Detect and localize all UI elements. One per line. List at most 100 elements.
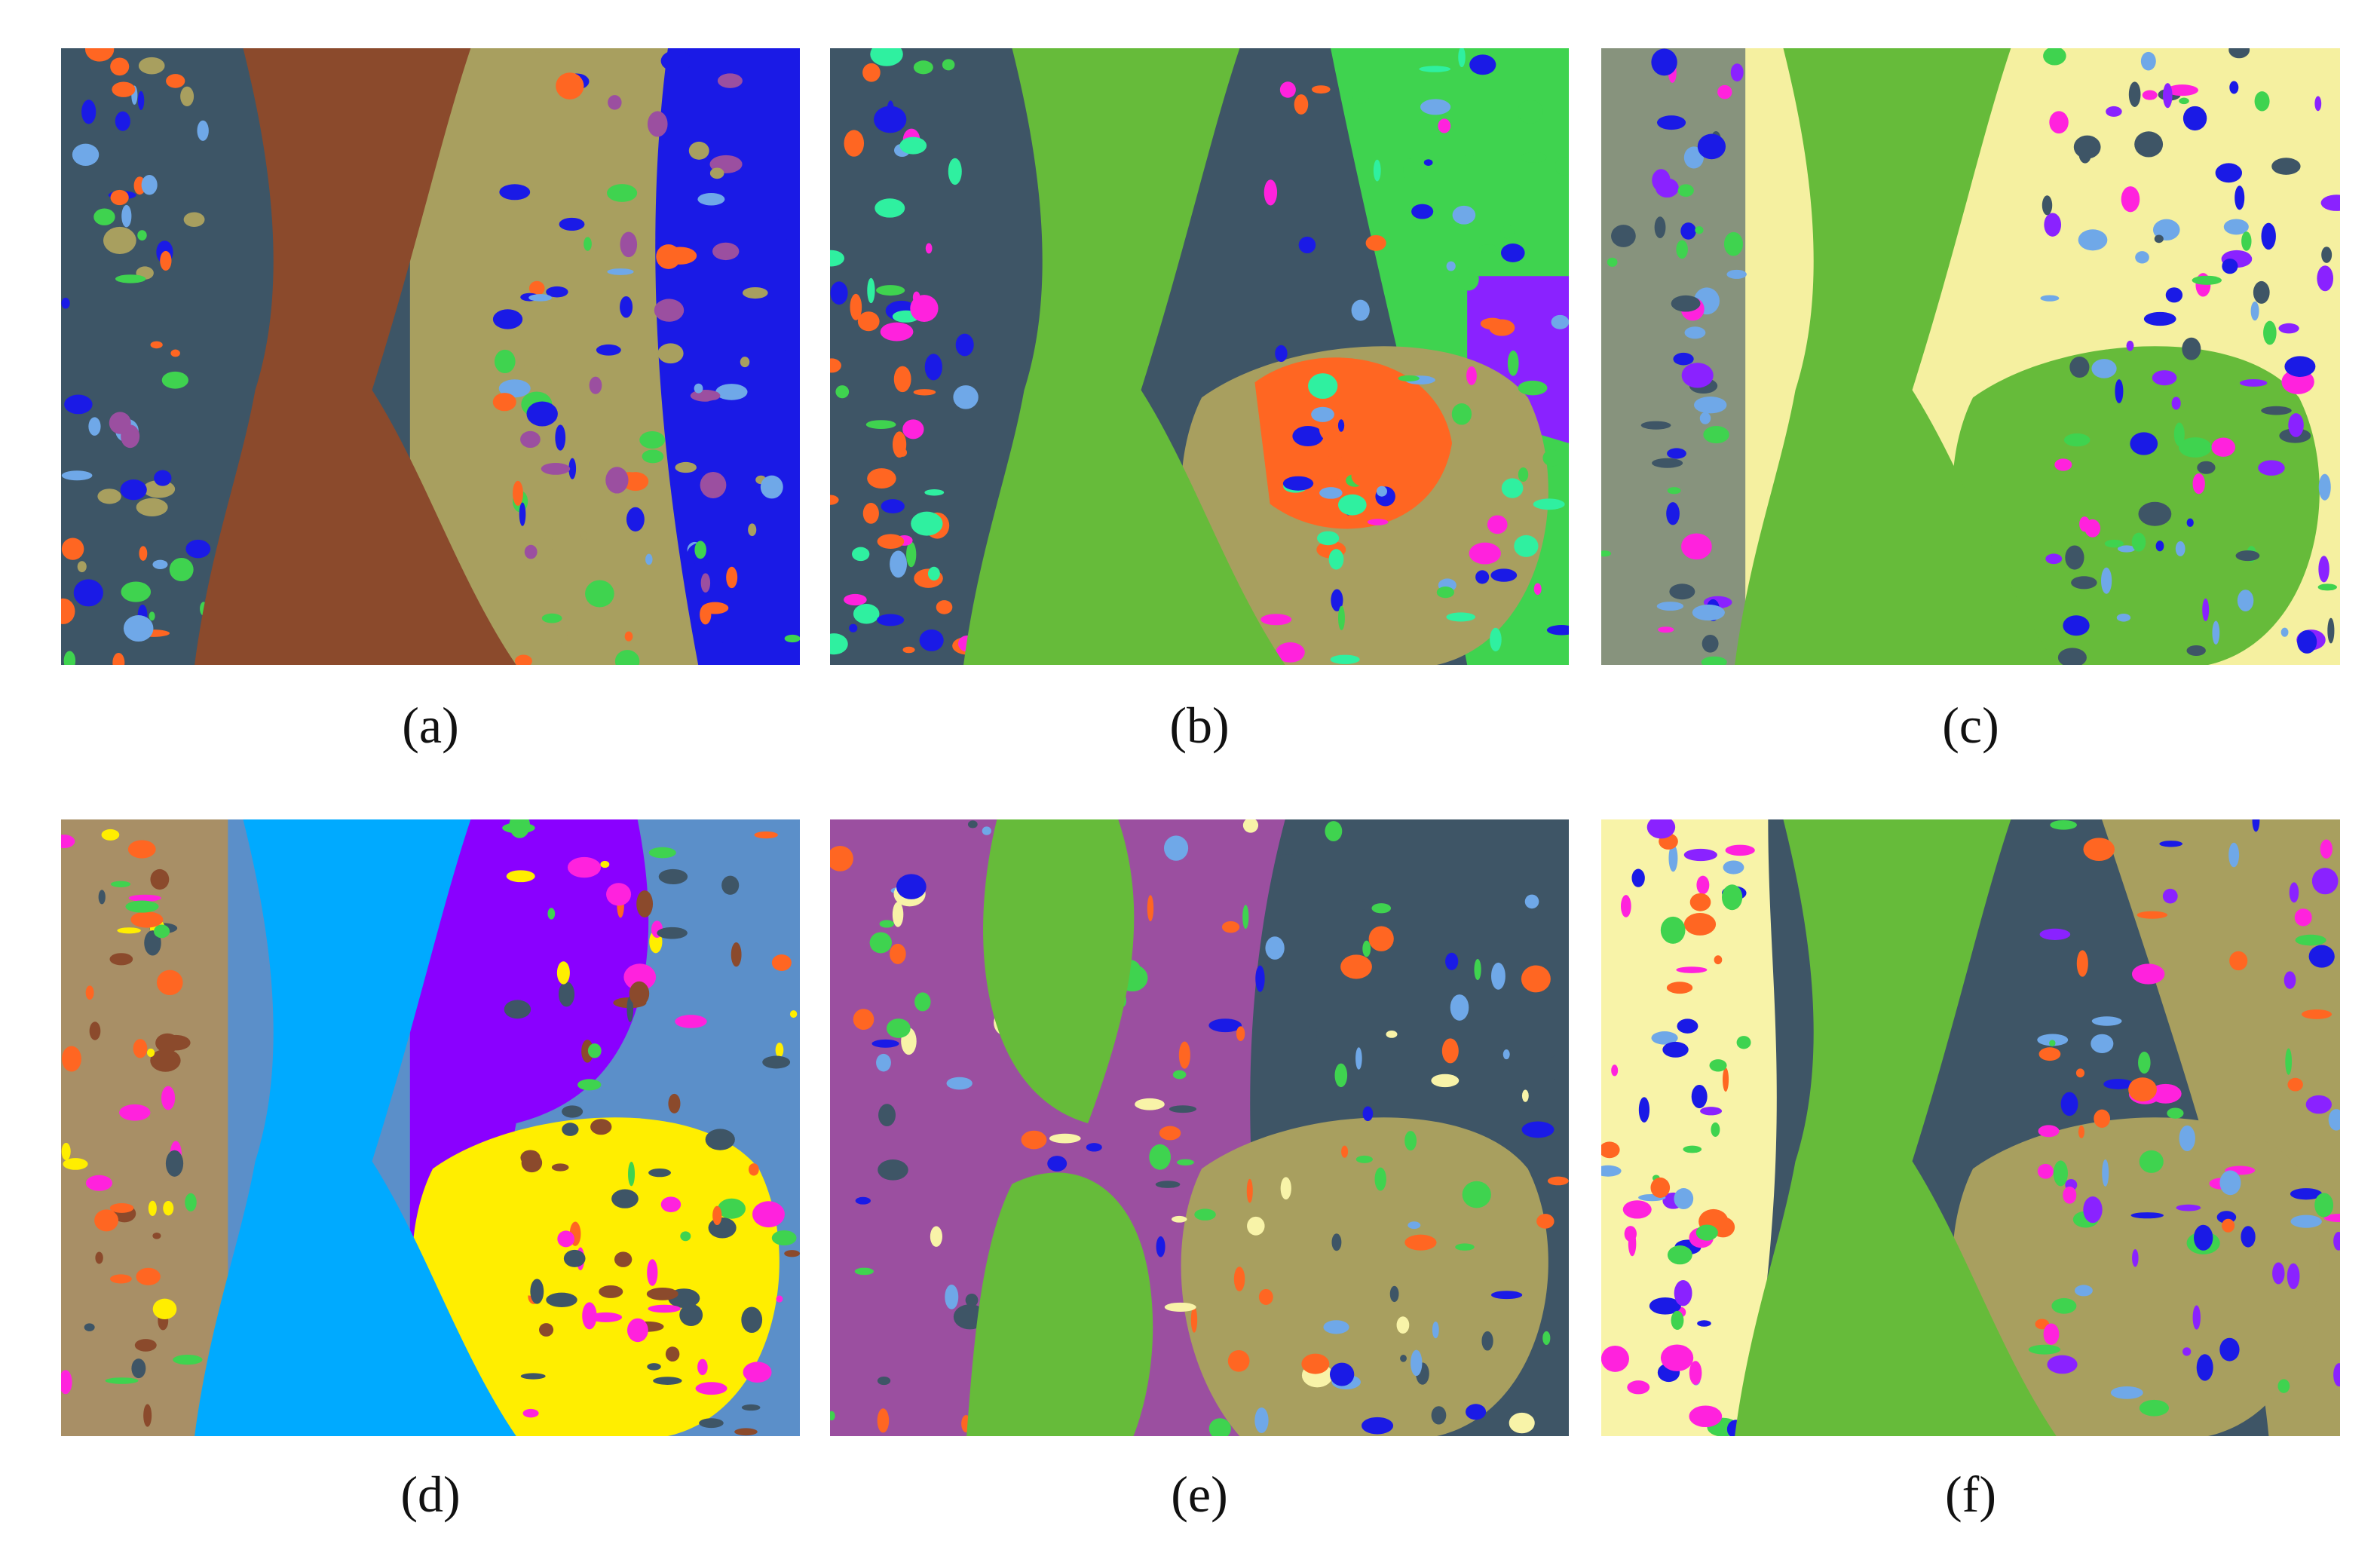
speckle — [589, 376, 602, 394]
speckle — [648, 1304, 681, 1313]
segmentation-map — [830, 819, 1569, 1436]
speckle — [784, 634, 800, 643]
speckle — [1208, 1018, 1242, 1033]
speckle — [2333, 1231, 2340, 1251]
speckle — [1536, 1214, 1555, 1229]
speckle — [1723, 231, 1744, 256]
speckle — [73, 579, 103, 607]
speckle — [2045, 553, 2063, 565]
speckle — [675, 461, 697, 473]
speckle — [1656, 602, 1684, 611]
speckle — [647, 1363, 661, 1371]
speckle — [1651, 48, 1677, 76]
speckle — [112, 81, 136, 97]
speckle — [1631, 868, 1645, 887]
speckle — [1662, 1041, 1689, 1058]
speckle — [1521, 152, 1547, 163]
speckle — [906, 541, 917, 568]
speckle — [1725, 844, 1755, 856]
speckle — [1432, 1321, 1439, 1339]
speckle — [121, 204, 132, 228]
speckle — [2104, 539, 2124, 548]
speckle — [1341, 1145, 1349, 1158]
speckle — [697, 192, 725, 206]
speckle — [2038, 1125, 2060, 1138]
speckle — [2102, 1159, 2109, 1187]
speckle — [1246, 1178, 1253, 1203]
speckle — [945, 1285, 959, 1309]
speckle — [2103, 1079, 2133, 1089]
lake — [966, 1172, 1153, 1436]
speckle — [98, 890, 106, 905]
speckle — [110, 57, 130, 76]
speckle — [853, 603, 880, 624]
speckle — [152, 1298, 177, 1320]
speckle — [1362, 940, 1371, 957]
speckle — [648, 1168, 671, 1178]
speckle — [173, 1355, 203, 1365]
speckle — [1667, 1245, 1692, 1265]
speckle — [544, 531, 553, 558]
speckle — [169, 557, 194, 582]
speckle — [148, 1200, 157, 1217]
speckle — [2284, 971, 2296, 989]
speckle — [2261, 406, 2292, 415]
speckle — [61, 1370, 72, 1395]
speckle — [2049, 111, 2069, 134]
speckle — [1260, 614, 1292, 626]
speckle — [2130, 1212, 2164, 1219]
speckle — [647, 111, 668, 137]
speckle — [2078, 1126, 2084, 1138]
speckle — [513, 480, 523, 506]
speckle — [61, 835, 75, 849]
speckle — [1404, 1234, 1437, 1251]
speckle — [1331, 1233, 1342, 1251]
speckle — [166, 74, 185, 88]
speckle — [607, 268, 634, 275]
speckle — [1674, 1188, 1694, 1210]
speckle — [942, 59, 955, 71]
region — [1601, 819, 1777, 1436]
speckle — [700, 471, 727, 498]
speckle — [1723, 860, 1744, 874]
speckle — [853, 1009, 875, 1031]
speckle — [626, 1318, 648, 1343]
speckle — [2060, 1092, 2078, 1116]
speckle — [953, 385, 979, 409]
speckle — [89, 1022, 101, 1040]
speckle — [2152, 370, 2177, 386]
speckle — [492, 393, 516, 412]
speckle — [2039, 928, 2071, 941]
speckle — [185, 539, 211, 559]
speckle — [911, 511, 943, 536]
speckle — [2049, 1040, 2056, 1046]
speckle — [663, 247, 697, 265]
speckle — [1325, 821, 1343, 841]
speckle — [127, 840, 156, 859]
speckle — [1446, 261, 1456, 271]
speckle — [130, 911, 164, 928]
speckle — [679, 1303, 703, 1327]
speckle — [748, 1163, 759, 1176]
speckle — [502, 822, 535, 834]
speckle — [1371, 903, 1392, 914]
speckle — [1316, 531, 1340, 546]
speckle — [1695, 225, 1704, 234]
speckle — [876, 1053, 891, 1072]
speckle — [2155, 541, 2164, 552]
speckle — [1601, 1141, 1620, 1159]
speckle — [1340, 900, 1371, 911]
speckle — [1509, 1412, 1535, 1434]
speckle — [2318, 473, 2331, 501]
speckle — [160, 250, 172, 271]
speckle — [1264, 179, 1278, 206]
speckle — [94, 1209, 119, 1232]
speckle — [1479, 244, 1497, 253]
speckle — [61, 598, 75, 624]
speckle — [146, 1048, 155, 1057]
speckle — [93, 208, 115, 225]
speckle — [881, 499, 905, 513]
speckle — [2272, 1262, 2285, 1285]
speckle — [2136, 911, 2168, 919]
